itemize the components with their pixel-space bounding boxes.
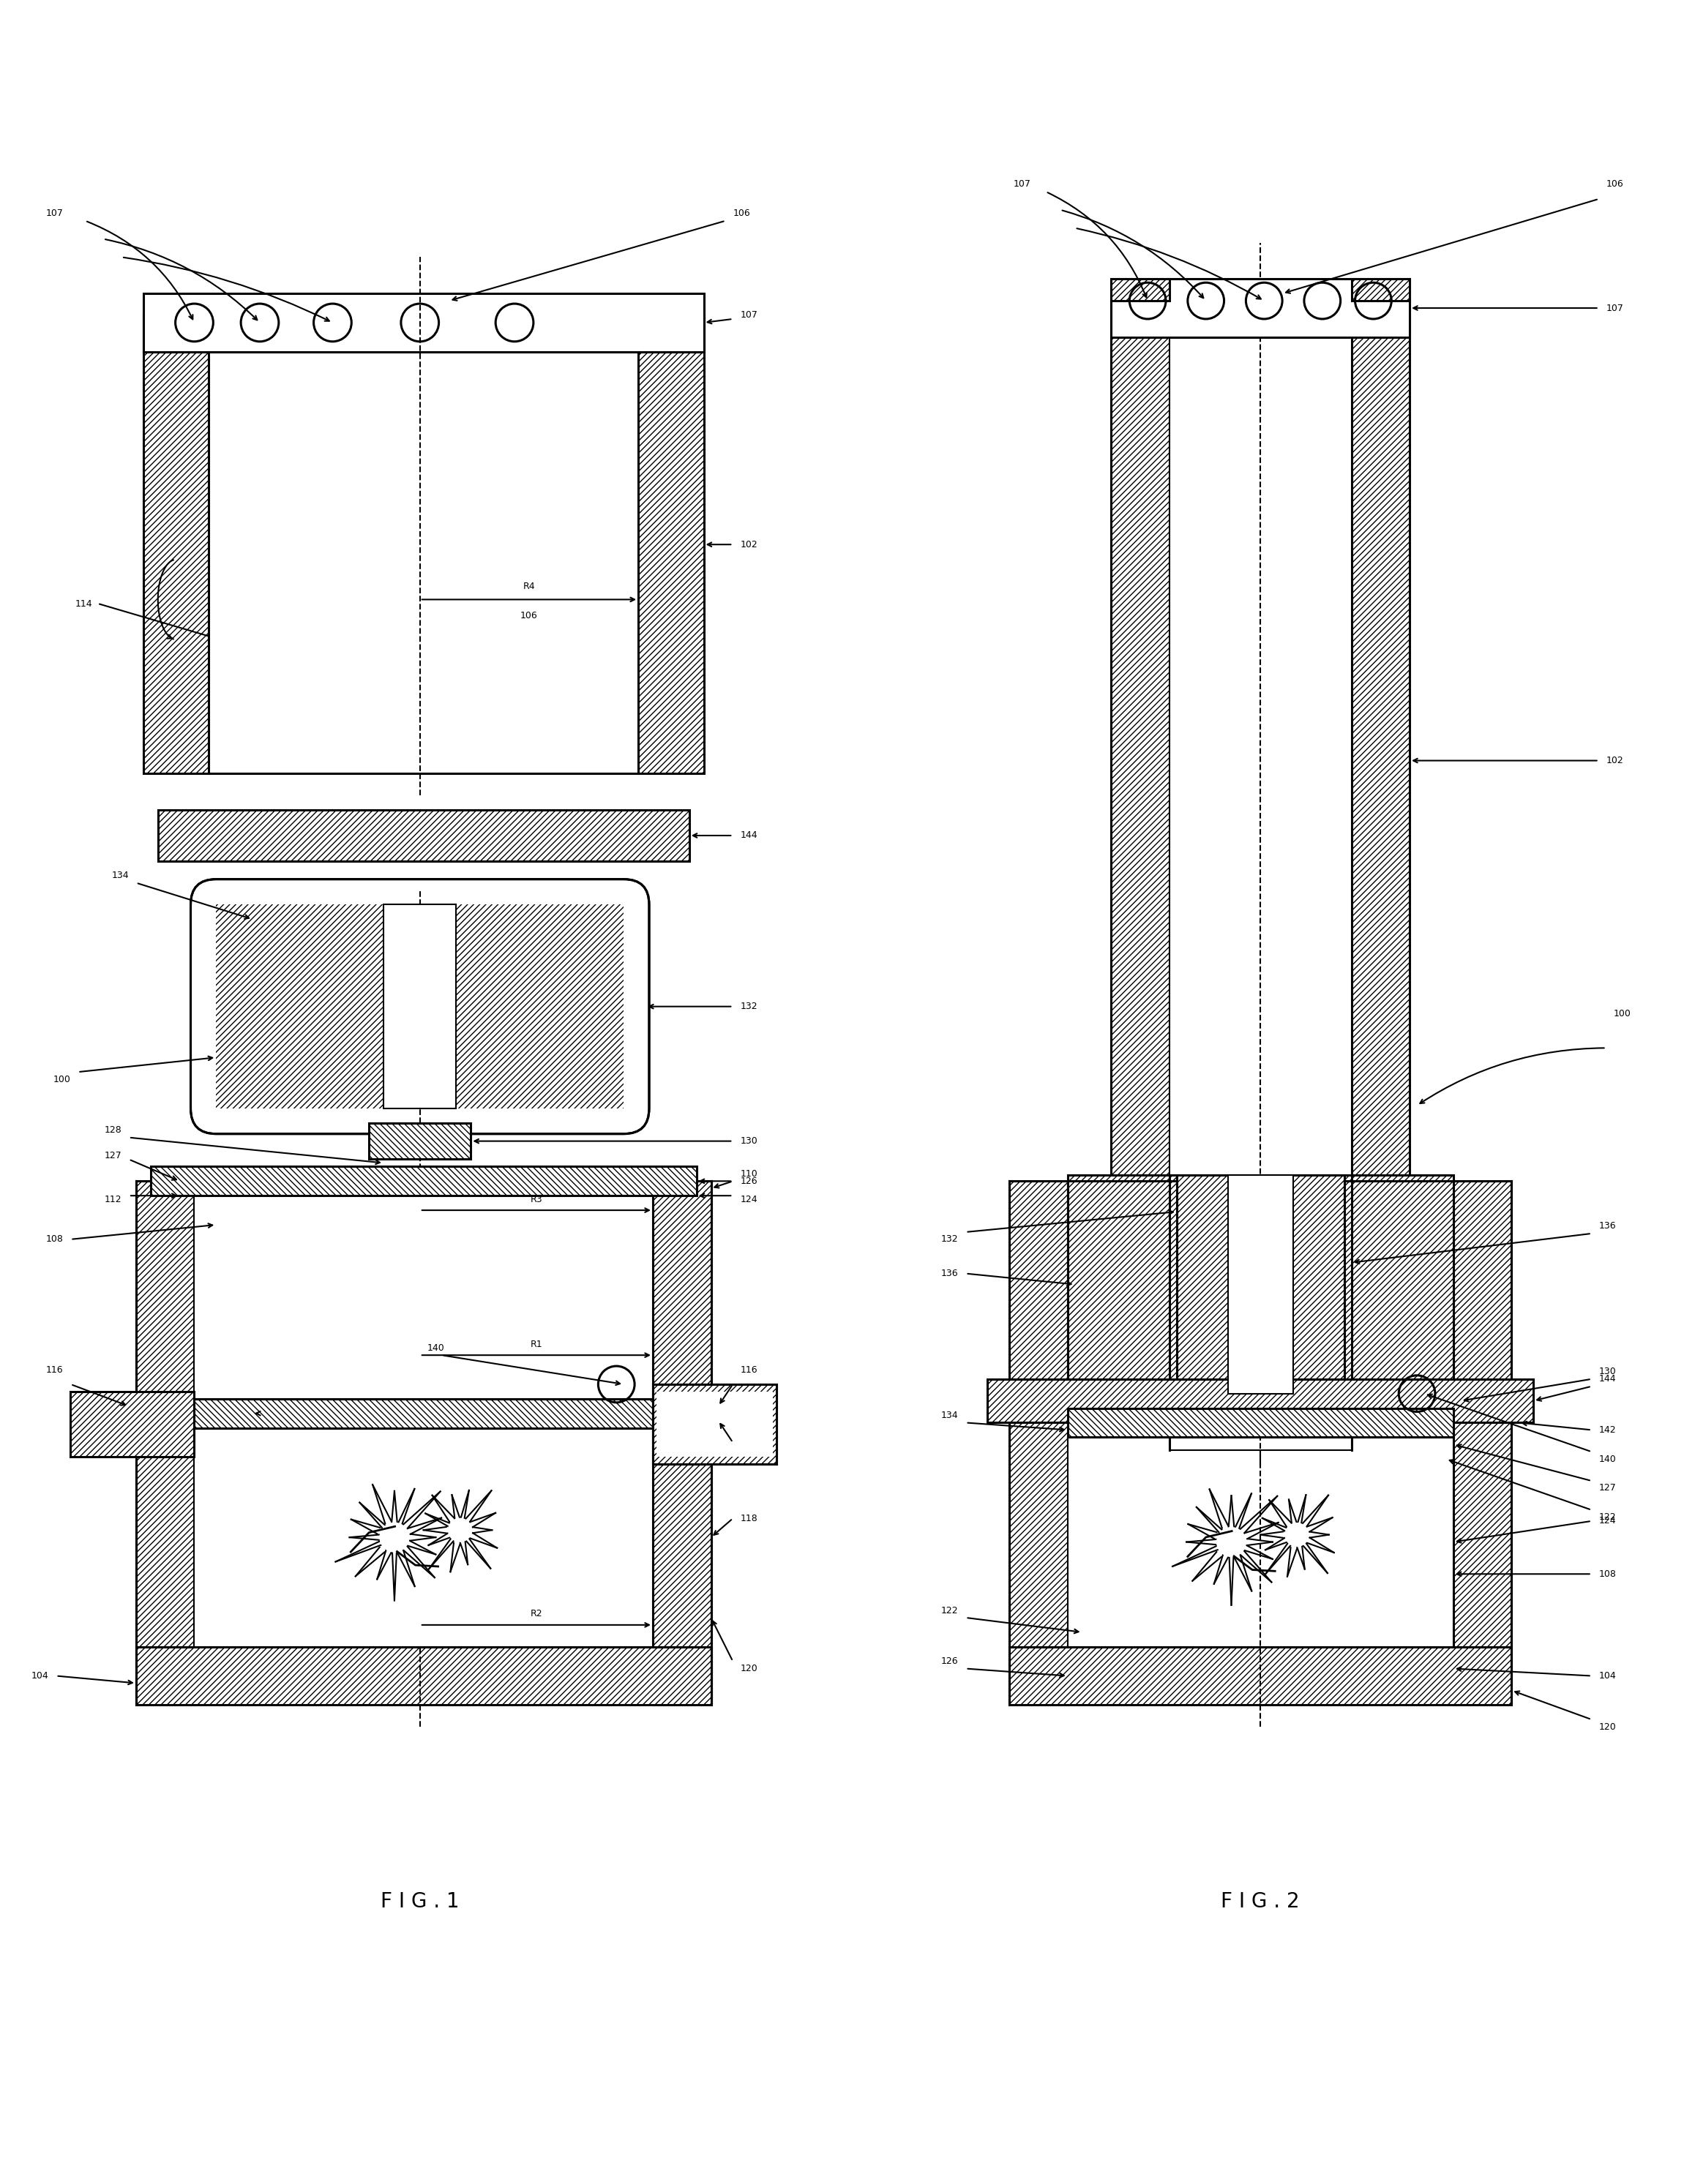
Bar — [1009, 1182, 1068, 1706]
Text: 122: 122 — [216, 1409, 232, 1417]
Text: 104: 104 — [1598, 1671, 1617, 1682]
Bar — [136, 1647, 711, 1706]
Bar — [136, 1182, 194, 1706]
Text: 126: 126 — [941, 1655, 958, 1666]
Text: 116: 116 — [739, 1365, 758, 1374]
Text: R3: R3 — [530, 1195, 542, 1203]
Bar — [1352, 280, 1410, 301]
Text: 127: 127 — [104, 1151, 121, 1160]
Text: 140: 140 — [1598, 1455, 1617, 1463]
Bar — [1111, 280, 1410, 336]
Bar — [369, 1123, 472, 1160]
Text: 134: 134 — [941, 1411, 958, 1420]
Bar — [1177, 1175, 1344, 1393]
Text: 136: 136 — [941, 1269, 958, 1278]
Text: 108: 108 — [1598, 1570, 1617, 1579]
Bar — [143, 314, 209, 352]
Text: 120: 120 — [739, 1664, 758, 1673]
Text: 106: 106 — [1607, 179, 1623, 190]
Bar — [209, 352, 638, 773]
Text: 106: 106 — [520, 612, 537, 620]
Text: F I G . 1: F I G . 1 — [381, 1891, 460, 1911]
Circle shape — [1285, 1522, 1308, 1546]
Text: 107: 107 — [1014, 179, 1031, 190]
Bar — [1169, 336, 1352, 1450]
Text: 114: 114 — [76, 598, 93, 609]
Text: 126: 126 — [739, 1177, 758, 1186]
Text: 142: 142 — [1598, 1426, 1617, 1435]
Bar — [653, 1385, 776, 1463]
Text: R1: R1 — [530, 1339, 542, 1350]
Bar — [194, 1398, 653, 1428]
Bar — [194, 1428, 653, 1647]
Bar — [987, 1378, 1534, 1422]
Bar — [638, 314, 704, 773]
Text: 110: 110 — [739, 1168, 758, 1179]
Text: 116: 116 — [45, 1365, 64, 1374]
Circle shape — [381, 1522, 409, 1553]
Text: 107: 107 — [1607, 304, 1623, 312]
Text: R4: R4 — [524, 581, 536, 592]
Text: 132: 132 — [739, 1002, 758, 1011]
Bar — [150, 1166, 697, 1195]
Text: 134: 134 — [111, 871, 128, 880]
Text: 120: 120 — [1598, 1721, 1617, 1732]
Text: 108: 108 — [45, 1234, 64, 1245]
Bar — [1228, 1175, 1293, 1393]
Text: 144: 144 — [739, 830, 758, 841]
Bar — [1068, 1175, 1177, 1393]
Bar — [653, 1182, 711, 1706]
Text: 100: 100 — [1613, 1009, 1630, 1018]
Bar — [1009, 1647, 1512, 1706]
Bar — [158, 810, 689, 860]
Text: 132: 132 — [941, 1234, 958, 1245]
Text: 107: 107 — [739, 310, 758, 321]
Bar — [1344, 1175, 1453, 1393]
Text: 142: 142 — [739, 1446, 758, 1455]
Bar — [143, 293, 704, 352]
Text: 130: 130 — [1598, 1367, 1617, 1376]
Text: 112: 112 — [104, 1195, 121, 1203]
Bar — [653, 1385, 776, 1463]
Text: 124: 124 — [739, 1195, 758, 1203]
Text: 106: 106 — [733, 210, 749, 218]
Bar — [143, 314, 209, 773]
Bar — [1111, 301, 1169, 1450]
Bar — [71, 1391, 194, 1457]
Text: 124: 124 — [1598, 1516, 1617, 1527]
Bar — [1111, 280, 1169, 301]
Text: 140: 140 — [428, 1343, 445, 1352]
Text: 107: 107 — [45, 210, 64, 218]
Text: R2: R2 — [530, 1610, 542, 1618]
Text: 128: 128 — [104, 1125, 121, 1136]
Text: 100: 100 — [54, 1075, 71, 1083]
Text: 127: 127 — [1598, 1483, 1617, 1494]
Bar — [1068, 1409, 1453, 1437]
Bar — [1453, 1182, 1512, 1706]
Bar — [1352, 301, 1410, 1450]
Bar — [638, 314, 704, 352]
Text: 130: 130 — [739, 1136, 758, 1147]
Text: 122: 122 — [1598, 1514, 1617, 1522]
FancyBboxPatch shape — [190, 880, 648, 1133]
Bar — [657, 1391, 773, 1457]
Text: 122: 122 — [941, 1605, 958, 1616]
Text: 104: 104 — [32, 1671, 49, 1682]
Text: 102: 102 — [739, 539, 758, 548]
Text: 144: 144 — [1598, 1374, 1617, 1385]
Circle shape — [448, 1518, 472, 1542]
Text: 102: 102 — [1607, 756, 1623, 764]
Bar — [1068, 1437, 1453, 1647]
Text: F I G . 2: F I G . 2 — [1221, 1891, 1300, 1911]
Circle shape — [1218, 1527, 1246, 1557]
Bar — [216, 904, 623, 1107]
Bar — [384, 904, 456, 1107]
Text: 118: 118 — [739, 1514, 758, 1522]
Text: 136: 136 — [1598, 1221, 1617, 1232]
Bar — [1068, 1182, 1453, 1409]
Bar — [194, 1182, 653, 1398]
